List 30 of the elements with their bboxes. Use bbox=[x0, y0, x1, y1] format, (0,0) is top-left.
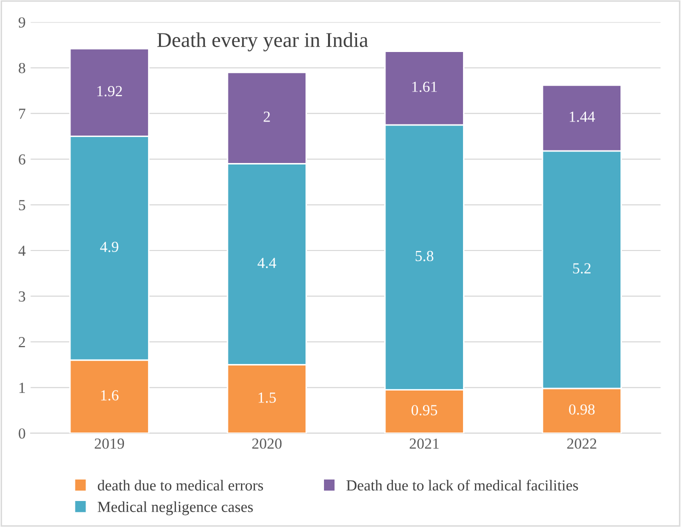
y-tick-label: 7 bbox=[19, 108, 26, 119]
y-tick-label: 8 bbox=[18, 62, 26, 74]
data-label: 1.6 bbox=[101, 390, 118, 401]
x-tick-label: 2020 bbox=[252, 438, 282, 449]
y-tick-label: 0 bbox=[18, 428, 26, 439]
data-label: 5.2 bbox=[573, 263, 591, 274]
data-label: 1.44 bbox=[570, 112, 595, 122]
x-tick-label: 2021 bbox=[410, 438, 439, 449]
legend-label: Death due to lack of medical facilities bbox=[346, 480, 578, 491]
x-tick-label: 2019 bbox=[94, 438, 124, 449]
chart-title: Death every year in India bbox=[157, 32, 368, 52]
y-tick-label: 2 bbox=[18, 337, 25, 348]
data-label: 0.95 bbox=[412, 405, 438, 416]
y-tick-label: 3 bbox=[18, 291, 26, 302]
data-label: 1.92 bbox=[97, 86, 122, 96]
data-label: 5.8 bbox=[416, 250, 434, 262]
data-label: 2 bbox=[264, 112, 270, 122]
data-label: 1.5 bbox=[258, 392, 276, 403]
legend-label: Medical negligence cases bbox=[98, 501, 253, 516]
y-tick-label: 6 bbox=[18, 154, 26, 165]
data-label: 4.4 bbox=[258, 258, 276, 268]
y-tick-label: 9 bbox=[18, 17, 26, 28]
data-label: 4.9 bbox=[100, 242, 118, 252]
data-label: 1.61 bbox=[412, 82, 437, 92]
y-tick-label: 1 bbox=[19, 382, 25, 393]
y-tick-label: 4 bbox=[18, 246, 26, 256]
data-label: 0.98 bbox=[569, 404, 595, 415]
y-tick-label: 5 bbox=[19, 200, 26, 210]
legend-label: death due to medical errors bbox=[98, 480, 264, 491]
x-tick-label: 2022 bbox=[567, 438, 596, 449]
